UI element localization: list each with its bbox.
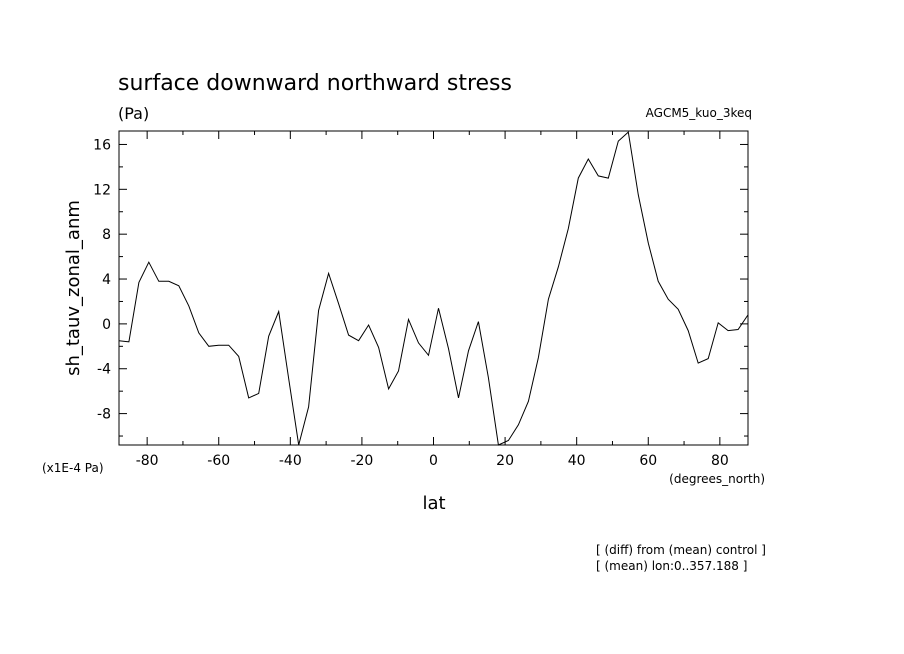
y-scale-note: (x1E-4 Pa): [42, 461, 104, 475]
series-line: [118, 131, 749, 446]
x-tick-label: -60: [207, 453, 230, 469]
model-label: AGCM5_kuo_3keq: [646, 106, 752, 120]
x-tick-label: 0: [429, 453, 438, 469]
y-tick-labels: -8 -4 0 4 8 12 16: [93, 137, 111, 422]
y-tick-label: -4: [97, 362, 111, 378]
x-tick-label: 60: [639, 453, 657, 469]
x-tick-labels: -80 -60 -40 -20 0 20 40 60 80: [136, 453, 729, 469]
x-axis-label: lat: [422, 493, 445, 514]
y-tick-label: 8: [102, 227, 111, 243]
plot-frame: [118, 130, 749, 446]
axis-ticks: [119, 131, 748, 445]
y-tick-label: 4: [102, 272, 111, 288]
y-axis-label: sh_tauv_zonal_anm: [63, 200, 84, 376]
y-tick-label: 16: [93, 137, 111, 153]
x-tick-label: -40: [279, 453, 302, 469]
x-tick-label: -20: [350, 453, 373, 469]
x-tick-label: 20: [496, 453, 514, 469]
note-line-1: [ (diff) from (mean) control ]: [596, 543, 766, 557]
units-label: (Pa): [118, 104, 149, 123]
y-tick-label: 0: [102, 317, 111, 333]
x-tick-label: 80: [711, 453, 729, 469]
y-tick-label: -8: [97, 407, 111, 423]
x-tick-label: -80: [136, 453, 159, 469]
x-tick-label: 40: [568, 453, 586, 469]
note-line-2: [ (mean) lon:0..357.188 ]: [596, 559, 747, 573]
x-units-label: (degrees_north): [669, 472, 765, 486]
y-tick-label: 12: [93, 182, 111, 198]
chart-title: surface downward northward stress: [118, 71, 512, 96]
